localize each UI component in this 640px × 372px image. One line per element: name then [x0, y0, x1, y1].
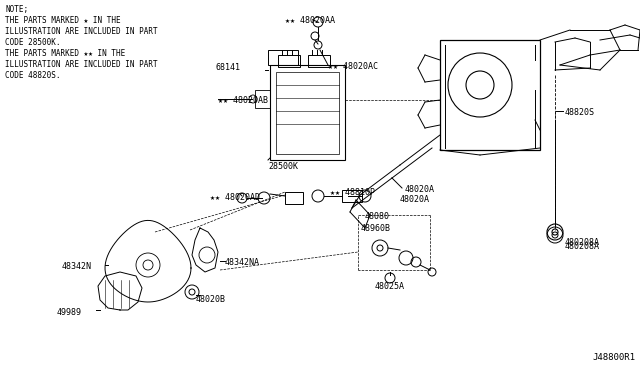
Text: ★★ 48810P: ★★ 48810P: [330, 188, 375, 197]
Text: 48080: 48080: [365, 212, 390, 221]
Text: 48820S: 48820S: [565, 108, 595, 117]
Text: 48025A: 48025A: [375, 282, 405, 291]
Text: 480208A: 480208A: [565, 242, 600, 251]
Bar: [440, 40, 540, 150]
Text: J48800R1: J48800R1: [592, 353, 635, 362]
Text: ★★ 48020AB: ★★ 48020AB: [218, 96, 268, 105]
Text: ★★ 48020AC: ★★ 48020AC: [328, 62, 378, 71]
Bar: [268, 50, 298, 65]
Text: 48960B: 48960B: [361, 224, 391, 233]
Text: 48020A: 48020A: [405, 185, 435, 194]
Text: 48342NA: 48342NA: [225, 258, 260, 267]
Text: ★★ 48020AD: ★★ 48020AD: [210, 193, 260, 202]
Text: 48020B: 48020B: [196, 295, 226, 304]
Text: CODE 28500K.: CODE 28500K.: [5, 38, 61, 47]
Bar: [276, 72, 339, 154]
Text: 480208A: 480208A: [565, 238, 600, 247]
Text: 49989: 49989: [57, 308, 82, 317]
Text: 68141: 68141: [215, 63, 240, 72]
Text: ILLUSTRATION ARE INCLUDED IN PART: ILLUSTRATION ARE INCLUDED IN PART: [5, 27, 157, 36]
Bar: [342, 190, 362, 202]
Text: CODE 48820S.: CODE 48820S.: [5, 71, 61, 80]
Bar: [270, 65, 345, 160]
Text: 48020A: 48020A: [400, 195, 430, 204]
Text: 28500K: 28500K: [268, 162, 298, 171]
Text: THE PARTS MARKED ★ IN THE: THE PARTS MARKED ★ IN THE: [5, 16, 120, 25]
Text: 48342N: 48342N: [62, 262, 92, 271]
Text: ILLUSTRATION ARE INCLUDED IN PART: ILLUSTRATION ARE INCLUDED IN PART: [5, 60, 157, 69]
Text: THE PARTS MARKED ★★ IN THE: THE PARTS MARKED ★★ IN THE: [5, 49, 125, 58]
Bar: [255, 90, 270, 108]
Text: NOTE;: NOTE;: [5, 5, 28, 14]
Bar: [285, 192, 303, 204]
Bar: [278, 55, 300, 67]
Text: ★★ 48020AA: ★★ 48020AA: [285, 16, 335, 25]
Bar: [308, 55, 330, 67]
